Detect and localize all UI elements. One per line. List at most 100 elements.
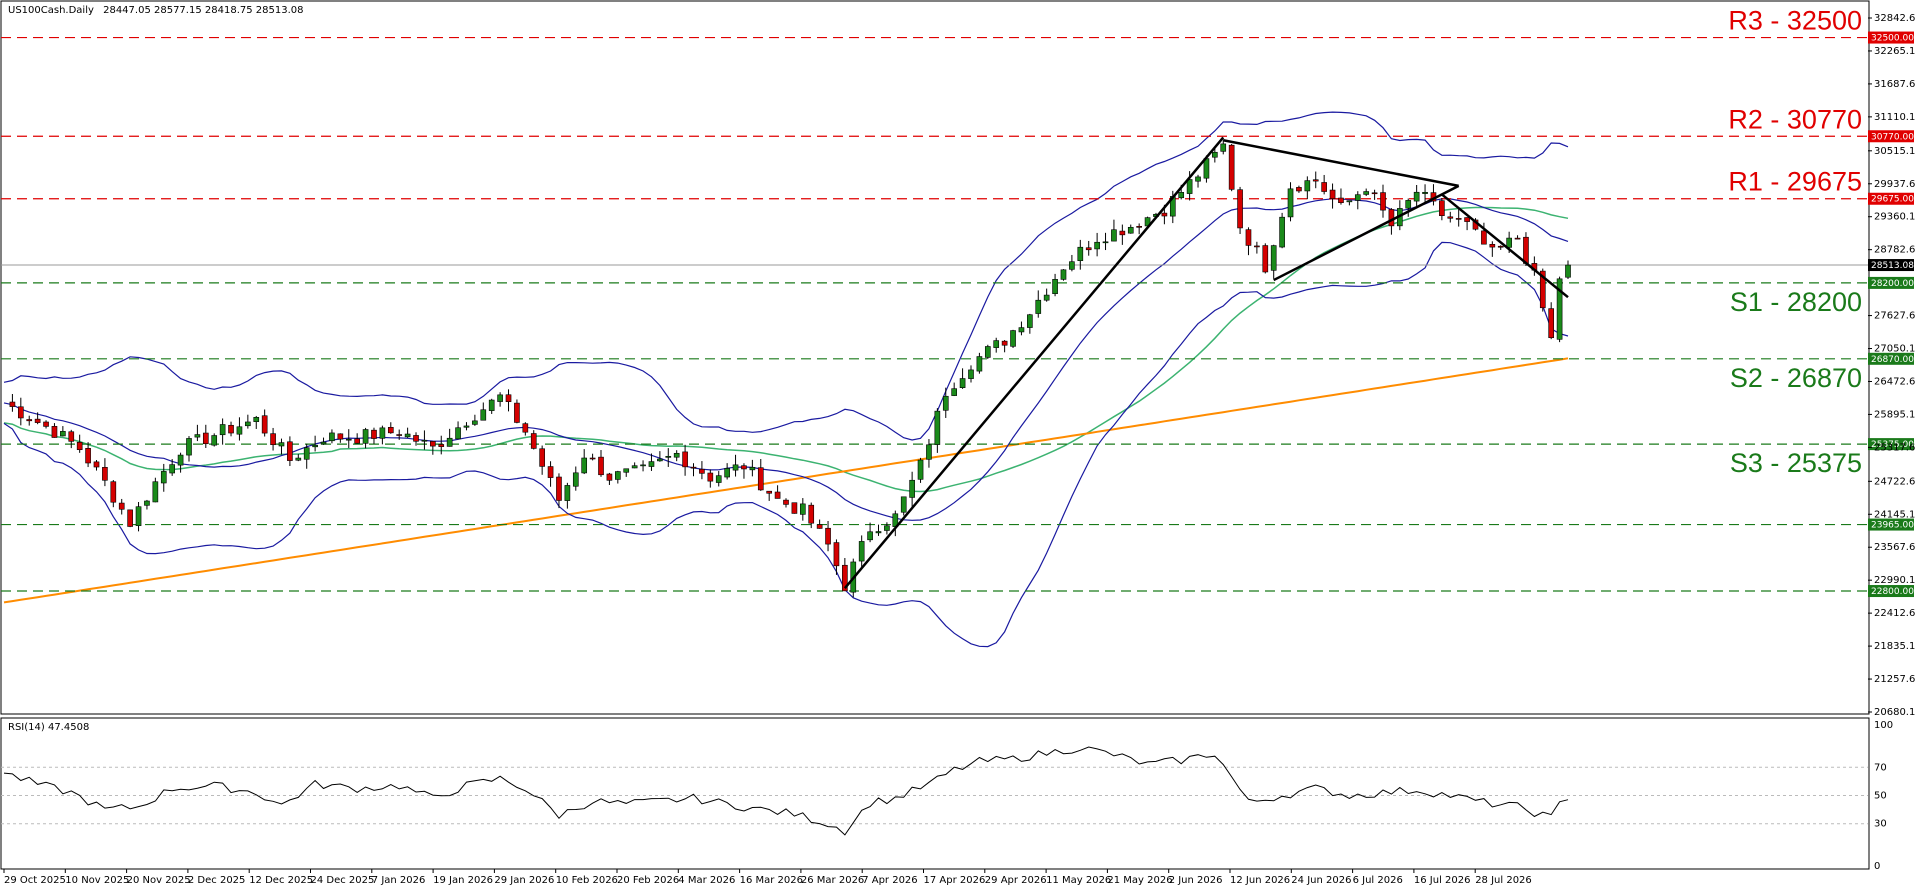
trendline-lower-triangle [1273,184,1460,282]
level-label-r1: R1 - 29675 [1728,167,1862,197]
candle-body [1447,216,1454,219]
level-tag-l22800 [1868,585,1914,598]
price-tick-label: 25895.10 [1874,409,1916,420]
bollinger-middle [3,198,1569,521]
candle-body [127,509,133,527]
candle-body [1464,217,1470,222]
time-tick-label: 10 Nov 2025 [65,875,129,886]
candle-body [530,433,537,449]
time-tick-label: 20 Nov 2025 [127,875,191,886]
candle-body [1514,237,1521,240]
candle-body [825,527,831,545]
candle-body [1043,294,1050,301]
candle-body [1422,191,1428,194]
candle-body [228,424,234,434]
price-tick-label: 23567.60 [1874,542,1916,553]
time-tick-label: 29 Apr 2026 [985,875,1047,886]
candle-body [808,504,815,524]
time-tick-label: 12 Dec 2025 [249,875,313,886]
candle-body [34,418,41,423]
trendlines [843,136,1569,589]
candle-body [169,464,175,474]
candle-body [85,448,91,464]
candle-body [926,444,932,460]
candle-body [816,524,823,529]
price-tick-label: 28782.60 [1874,245,1916,256]
candle-body [1556,278,1563,340]
candle-body [236,426,243,435]
candle-body [1354,194,1361,201]
candle-body [1489,244,1496,248]
candle-body [598,456,604,476]
candle-body [261,415,268,434]
level-label-s3: S3 - 25375 [1730,448,1862,478]
rsi-line [3,746,1569,836]
rsi-level-label: 30 [1874,819,1887,830]
candle-body [673,452,680,458]
candle-body [1245,229,1252,246]
candle-body [1506,237,1512,248]
time-tick-label: 24 Dec 2025 [311,875,375,886]
chart-header: US100Cash.Daily 28447.05 28577.15 28418.… [8,5,304,16]
candle-body [1338,197,1344,204]
candle-body [867,531,873,541]
candle-body [556,476,562,501]
time-tick-label: 4 Mar 2026 [678,875,735,886]
candle-body [472,420,478,425]
candle-body [572,472,579,487]
candle-body [875,531,882,534]
candle-body [1321,182,1327,192]
price-tick-label: 25317.60 [1874,442,1916,453]
candle-body [522,423,529,433]
candle-body [1329,189,1336,199]
candle-body [842,564,848,592]
candle-body [43,421,49,427]
candle-body [379,427,386,439]
level-tag-s1 [1868,276,1914,289]
candle-body [17,406,24,419]
candle-body [1523,236,1529,264]
candle-body [1161,212,1168,217]
time-tick-label: 29 Jan 2026 [494,875,554,886]
candle-body [1413,191,1420,202]
ma-orange-line [3,357,1569,604]
candle-body [1270,245,1277,271]
candle-body [1119,230,1126,236]
candle-body [430,441,436,447]
price-tick-label: 32842.60 [1874,13,1916,24]
candle-body [514,402,520,423]
candle-body [455,427,461,440]
candle-body [749,466,756,471]
price-tick-label: 21835.10 [1874,641,1916,652]
candle-body [312,444,318,448]
time-tick-label: 7 Apr 2026 [862,875,917,886]
candle-body [993,340,1000,348]
candle-body [278,442,285,447]
candle-body [1220,143,1227,152]
candle-body [1497,245,1504,248]
candle-body [488,399,495,411]
price-tick-label: 24145.10 [1874,509,1916,520]
candle-body [211,435,218,446]
candle-body [774,491,781,499]
bollinger-upper [3,111,1569,441]
time-tick-label: 2 Jun 2026 [1169,875,1223,886]
candle-body [1212,151,1218,158]
candle-body [1405,200,1412,209]
candle-body [76,441,83,451]
level-tag-r2 [1868,130,1914,143]
candle-body [682,451,688,468]
candle-body [564,485,571,501]
price-tick-label: 22412.60 [1874,608,1916,619]
candle-body [1203,158,1210,179]
candle-body [354,438,360,444]
time-tick-label: 20 Feb 2026 [617,875,679,886]
candle-body [102,467,108,481]
rsi-level-label: 70 [1874,762,1887,773]
time-tick-label: 17 Apr 2026 [924,875,986,886]
level-label-r2: R2 - 30770 [1728,104,1862,134]
bollinger-lower [3,241,1569,648]
candle-body [404,433,411,438]
